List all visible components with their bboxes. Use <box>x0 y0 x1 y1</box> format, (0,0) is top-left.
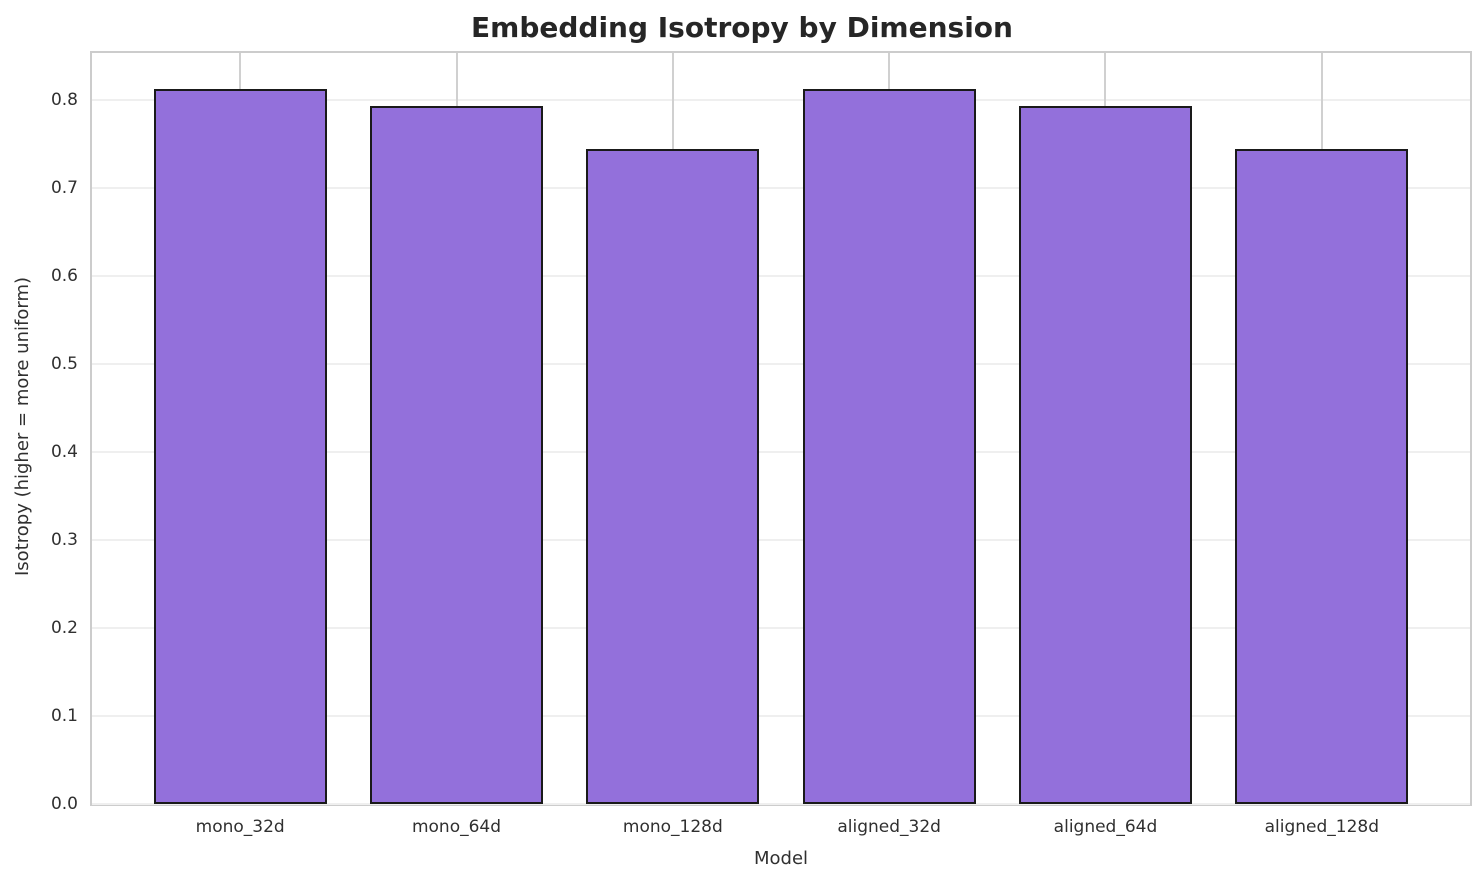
x-tick-label: mono_128d <box>622 817 723 837</box>
h-gridline <box>92 99 1470 102</box>
x-axis-label: Model <box>753 848 809 869</box>
bar <box>802 89 976 804</box>
y-axis-label: Isotropy (higher = more uniform) <box>12 277 33 576</box>
y-tick-label: 0.4 <box>50 442 78 463</box>
y-tick-label: 0.7 <box>50 178 78 199</box>
h-gridline <box>92 451 1470 454</box>
chart-title: Embedding Isotropy by Dimension <box>471 11 1013 44</box>
bar <box>369 105 544 804</box>
h-gridline <box>92 187 1470 190</box>
y-tick-label: 0.5 <box>50 354 78 375</box>
y-tick-label: 0.8 <box>50 90 78 111</box>
x-tick-label: aligned_32d <box>837 817 941 837</box>
bar <box>153 89 327 804</box>
bar <box>1235 148 1409 804</box>
bar <box>586 148 760 804</box>
h-gridline <box>92 363 1470 366</box>
h-gridline <box>92 539 1470 542</box>
h-gridline <box>92 275 1470 278</box>
x-tick-label: aligned_64d <box>1053 817 1158 837</box>
h-gridline <box>92 715 1470 718</box>
y-tick-label: 0.0 <box>50 794 78 814</box>
y-tick-label: 0.1 <box>50 706 78 727</box>
x-tick-label: mono_32d <box>195 817 285 837</box>
h-gridline <box>92 627 1470 630</box>
bar <box>1018 105 1192 804</box>
y-tick-label: 0.3 <box>50 530 78 551</box>
y-tick-label: 0.6 <box>50 266 78 287</box>
x-tick-label: mono_64d <box>411 817 502 837</box>
h-gridline <box>92 803 1470 805</box>
plot-area <box>90 51 1472 806</box>
y-tick-label: 0.2 <box>50 618 78 639</box>
x-tick-label: aligned_128d <box>1264 817 1380 837</box>
